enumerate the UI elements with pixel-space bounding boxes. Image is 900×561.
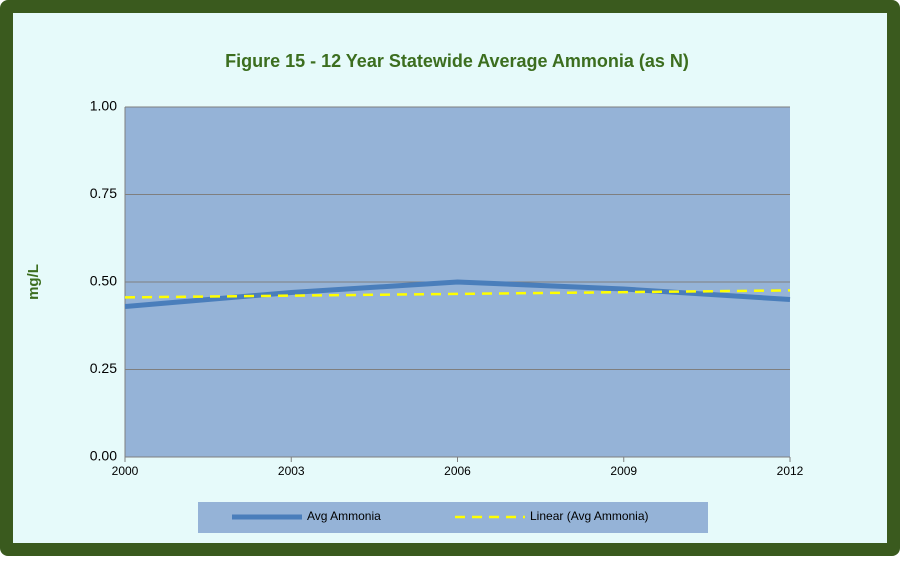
legend-label: Avg Ammonia (307, 509, 381, 523)
y-axis-label: mg/L (25, 264, 42, 300)
x-tick-label: 2006 (444, 464, 471, 478)
x-tick-label: 2000 (112, 464, 139, 478)
legend-label: Linear (Avg Ammonia) (530, 509, 649, 523)
y-tick-label: 0.75 (90, 185, 117, 201)
series-line (124, 289, 791, 299)
y-tick-label: 1.00 (90, 98, 117, 114)
y-tick-label: 0.50 (90, 273, 117, 289)
x-tick-label: 2009 (610, 464, 637, 478)
y-tick-label: 0.00 (90, 448, 117, 464)
chart-title: Figure 15 - 12 Year Statewide Average Am… (225, 51, 689, 71)
x-tick-label: 2003 (278, 464, 305, 478)
x-tick-label: 2012 (777, 464, 804, 478)
y-tick-label: 0.25 (90, 360, 117, 376)
